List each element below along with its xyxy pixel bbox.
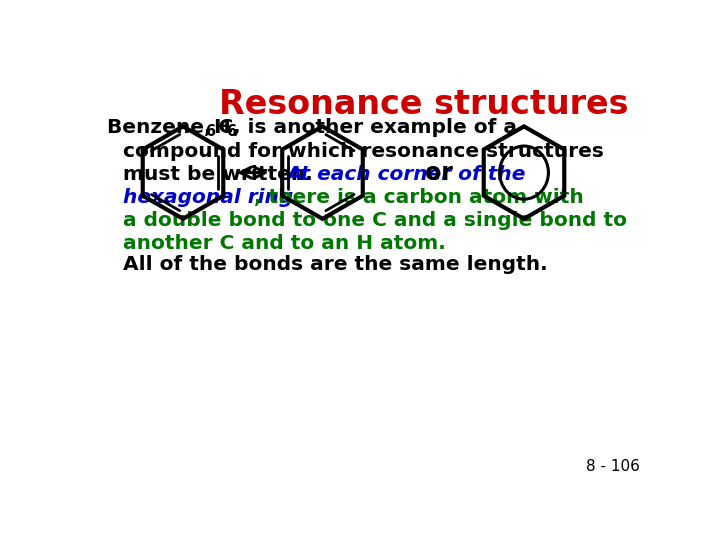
Text: , there is a carbon atom with: , there is a carbon atom with xyxy=(254,188,584,207)
Text: compound for which resonance structures: compound for which resonance structures xyxy=(122,141,603,160)
Text: At each corner of the: At each corner of the xyxy=(286,165,526,184)
Text: or: or xyxy=(425,160,453,185)
Text: must be written.: must be written. xyxy=(122,165,333,184)
Text: 8 - 106: 8 - 106 xyxy=(586,460,640,475)
Text: hexagonal ring: hexagonal ring xyxy=(122,188,293,207)
Text: H: H xyxy=(212,118,230,138)
Text: 6: 6 xyxy=(226,124,235,139)
Text: 6: 6 xyxy=(205,124,215,139)
Text: All of the bonds are the same length.: All of the bonds are the same length. xyxy=(122,255,547,274)
Text: a double bond to one C and a single bond to: a double bond to one C and a single bond… xyxy=(122,211,626,230)
Text: Benzene, C: Benzene, C xyxy=(107,118,233,138)
Text: Resonance structures: Resonance structures xyxy=(219,88,629,121)
Text: another C and to an H atom.: another C and to an H atom. xyxy=(122,234,445,253)
Text: , is another example of a: , is another example of a xyxy=(233,118,518,138)
